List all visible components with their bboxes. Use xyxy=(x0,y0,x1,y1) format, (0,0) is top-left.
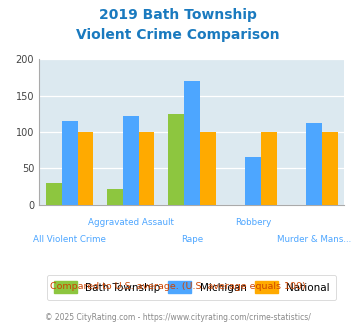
Text: 2019 Bath Township: 2019 Bath Township xyxy=(99,8,256,22)
Bar xyxy=(138,132,154,205)
Text: © 2025 CityRating.com - https://www.cityrating.com/crime-statistics/: © 2025 CityRating.com - https://www.city… xyxy=(45,314,310,322)
Text: Aggravated Assault: Aggravated Assault xyxy=(88,218,174,227)
Text: Compared to U.S. average. (U.S. average equals 100): Compared to U.S. average. (U.S. average … xyxy=(50,282,305,291)
Bar xyxy=(322,132,338,205)
Text: Murder & Mans...: Murder & Mans... xyxy=(277,235,351,244)
Bar xyxy=(261,132,277,205)
Bar xyxy=(77,132,93,205)
Text: All Violent Crime: All Violent Crime xyxy=(33,235,106,244)
Bar xyxy=(168,114,184,205)
Legend: Bath Township, Michigan, National: Bath Township, Michigan, National xyxy=(47,275,336,300)
Bar xyxy=(245,157,261,205)
Text: Violent Crime Comparison: Violent Crime Comparison xyxy=(76,28,279,42)
Bar xyxy=(184,81,200,205)
Bar xyxy=(123,116,138,205)
Bar xyxy=(62,121,77,205)
Bar xyxy=(107,189,123,205)
Text: Rape: Rape xyxy=(181,235,203,244)
Bar xyxy=(46,183,62,205)
Bar xyxy=(306,123,322,205)
Bar xyxy=(200,132,215,205)
Text: Robbery: Robbery xyxy=(235,218,271,227)
